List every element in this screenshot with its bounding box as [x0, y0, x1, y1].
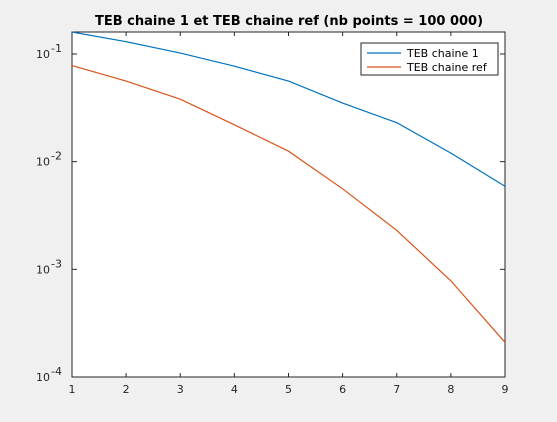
- x-tick-label: 6: [339, 383, 346, 396]
- legend-box: [360, 42, 499, 76]
- plot-area: [71, 31, 506, 378]
- x-tick-label: 2: [123, 383, 130, 396]
- y-tick-label: 10: [36, 156, 50, 169]
- y-tick-exponent: -3: [51, 257, 62, 270]
- series-line-0: [71, 31, 506, 187]
- y-tick-exponent: -1: [51, 42, 62, 55]
- legend-label: TEB chaine 1: [406, 47, 479, 60]
- x-tick-label: 5: [285, 383, 292, 396]
- series-line-1: [71, 65, 506, 343]
- x-tick-label: 9: [502, 383, 509, 396]
- x-tick-label: 1: [69, 383, 76, 396]
- y-tick-label: 10: [36, 263, 50, 276]
- y-tick-label: 10: [36, 48, 50, 61]
- chart-title: TEB chaine 1 et TEB chaine ref (nb point…: [95, 14, 483, 29]
- x-tick-label: 4: [231, 383, 238, 396]
- y-tick-exponent: -2: [51, 150, 62, 163]
- x-tick-label: 3: [177, 383, 184, 396]
- x-tick-label: 8: [447, 383, 454, 396]
- y-tick-label: 10: [36, 371, 50, 384]
- legend-label: TEB chaine ref: [406, 61, 488, 74]
- x-tick-label: 7: [393, 383, 400, 396]
- y-tick-exponent: -4: [51, 365, 62, 378]
